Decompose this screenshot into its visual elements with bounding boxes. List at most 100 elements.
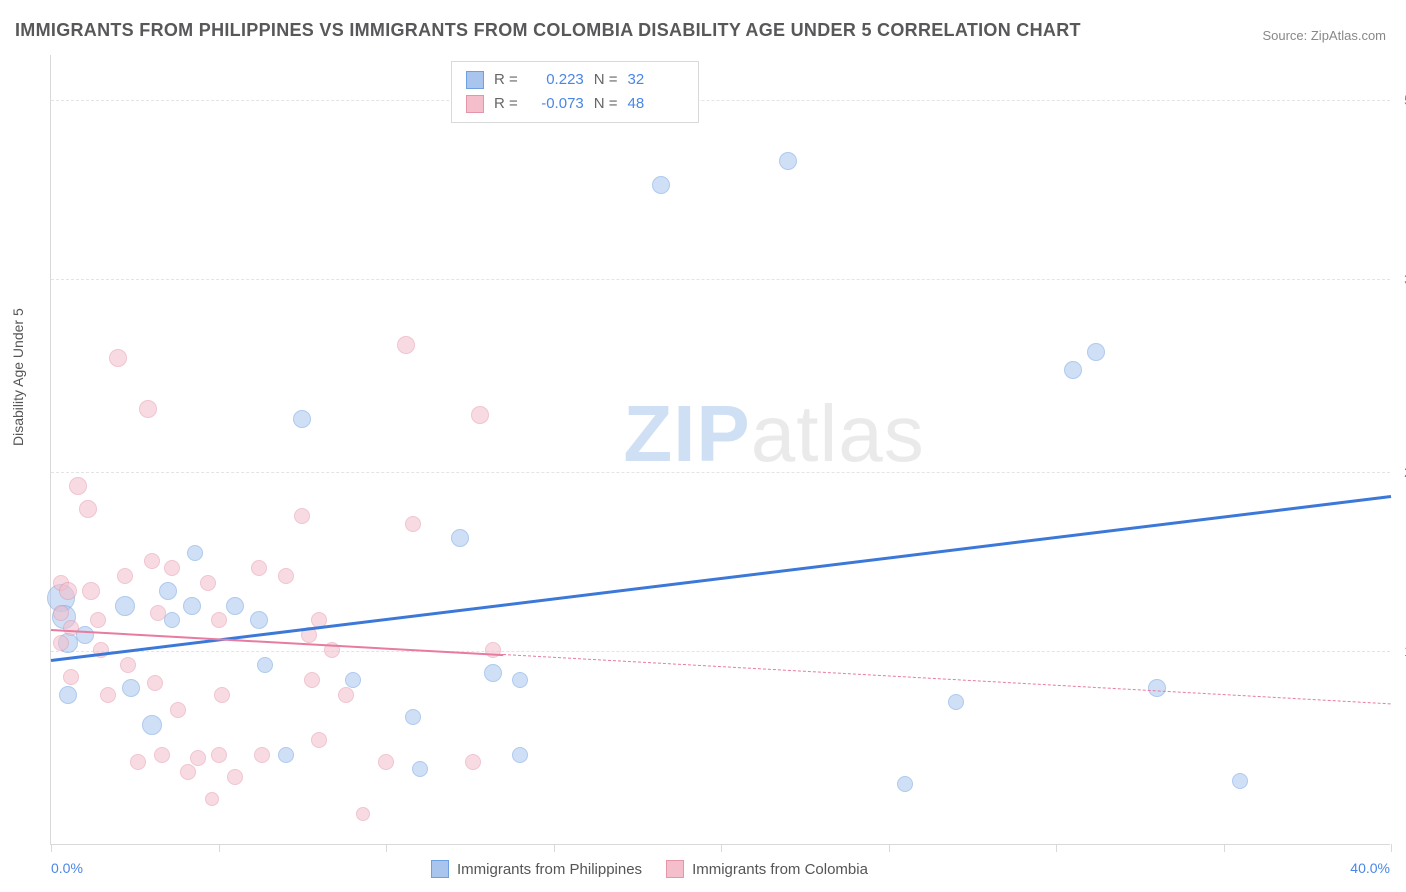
scatter-point-colombia: [294, 508, 310, 524]
r-label: R =: [494, 68, 518, 92]
y-tick-label: 3.8%: [1402, 271, 1406, 287]
scatter-point-colombia: [338, 687, 354, 703]
scatter-point-philippines: [652, 176, 670, 194]
scatter-point-philippines: [122, 679, 140, 697]
scatter-point-colombia: [465, 754, 481, 770]
x-tick: [51, 844, 52, 852]
scatter-point-philippines: [345, 672, 361, 688]
scatter-point-colombia: [147, 675, 163, 691]
x-tick: [219, 844, 220, 852]
scatter-point-philippines: [1064, 361, 1082, 379]
legend-row-colombia: R = -0.073 N = 48: [466, 92, 684, 116]
n-label: N =: [594, 68, 618, 92]
scatter-point-colombia: [79, 500, 97, 518]
scatter-point-colombia: [200, 575, 216, 591]
swatch-colombia: [466, 95, 484, 113]
scatter-point-philippines: [1087, 343, 1105, 361]
scatter-point-philippines: [405, 709, 421, 725]
r-label: R =: [494, 92, 518, 116]
scatter-point-philippines: [257, 657, 273, 673]
scatter-point-colombia: [311, 732, 327, 748]
gridline: [51, 651, 1390, 652]
scatter-point-philippines: [412, 761, 428, 777]
scatter-point-colombia: [130, 754, 146, 770]
scatter-point-colombia: [63, 669, 79, 685]
scatter-point-colombia: [356, 807, 370, 821]
scatter-point-colombia: [82, 582, 100, 600]
scatter-point-philippines: [183, 597, 201, 615]
swatch-philippines: [431, 860, 449, 878]
scatter-point-colombia: [53, 605, 69, 621]
scatter-point-colombia: [120, 657, 136, 673]
x-axis-max-label: 40.0%: [1350, 860, 1390, 876]
legend-item-philippines: Immigrants from Philippines: [431, 860, 642, 878]
scatter-point-colombia: [59, 582, 77, 600]
scatter-point-colombia: [254, 747, 270, 763]
legend-label-colombia: Immigrants from Colombia: [692, 861, 868, 878]
scatter-point-colombia: [90, 612, 106, 628]
swatch-philippines: [466, 71, 484, 89]
scatter-point-colombia: [397, 336, 415, 354]
scatter-point-philippines: [59, 686, 77, 704]
scatter-point-philippines: [451, 529, 469, 547]
correlation-legend: R = 0.223 N = 32 R = -0.073 N = 48: [451, 61, 699, 123]
r-value-colombia: -0.073: [528, 92, 584, 116]
x-tick: [1224, 844, 1225, 852]
scatter-point-philippines: [484, 664, 502, 682]
r-value-philippines: 0.223: [528, 68, 584, 92]
y-axis-title: Disability Age Under 5: [10, 308, 26, 446]
scatter-point-philippines: [779, 152, 797, 170]
scatter-point-colombia: [150, 605, 166, 621]
scatter-point-colombia: [63, 620, 79, 636]
scatter-point-colombia: [211, 612, 227, 628]
scatter-point-colombia: [100, 687, 116, 703]
scatter-point-colombia: [205, 792, 219, 806]
scatter-point-colombia: [53, 635, 69, 651]
scatter-point-philippines: [142, 715, 162, 735]
scatter-point-colombia: [69, 477, 87, 495]
watermark: ZIPatlas: [623, 388, 924, 480]
x-tick: [1391, 844, 1392, 852]
n-value-philippines: 32: [628, 68, 684, 92]
n-label: N =: [594, 92, 618, 116]
trend-line-colombia-extrapolated: [503, 654, 1391, 704]
scatter-point-colombia: [251, 560, 267, 576]
scatter-point-philippines: [278, 747, 294, 763]
y-tick-label: 1.3%: [1402, 643, 1406, 659]
scatter-point-colombia: [154, 747, 170, 763]
scatter-point-colombia: [378, 754, 394, 770]
scatter-point-colombia: [471, 406, 489, 424]
trend-line-philippines: [51, 495, 1391, 662]
scatter-point-philippines: [512, 747, 528, 763]
scatter-point-colombia: [117, 568, 133, 584]
gridline: [51, 472, 1390, 473]
source-attribution: Source: ZipAtlas.com: [1262, 28, 1386, 43]
scatter-point-philippines: [1232, 773, 1248, 789]
y-tick-label: 2.5%: [1402, 464, 1406, 480]
scatter-point-colombia: [278, 568, 294, 584]
x-tick: [1056, 844, 1057, 852]
scatter-point-colombia: [109, 349, 127, 367]
y-tick-label: 5.0%: [1402, 92, 1406, 108]
scatter-point-colombia: [144, 553, 160, 569]
scatter-point-philippines: [1148, 679, 1166, 697]
scatter-point-colombia: [227, 769, 243, 785]
legend-item-colombia: Immigrants from Colombia: [666, 860, 868, 878]
scatter-point-philippines: [250, 611, 268, 629]
n-value-colombia: 48: [628, 92, 684, 116]
legend-label-philippines: Immigrants from Philippines: [457, 861, 642, 878]
gridline: [51, 279, 1390, 280]
scatter-point-colombia: [180, 764, 196, 780]
series-legend: Immigrants from Philippines Immigrants f…: [431, 860, 868, 878]
x-tick: [889, 844, 890, 852]
scatter-point-philippines: [187, 545, 203, 561]
plot-area: ZIPatlas 1.3%2.5%3.8%5.0% 0.0% 40.0% R =…: [50, 55, 1390, 845]
scatter-point-colombia: [214, 687, 230, 703]
chart-title: IMMIGRANTS FROM PHILIPPINES VS IMMIGRANT…: [15, 20, 1081, 41]
scatter-point-philippines: [948, 694, 964, 710]
scatter-point-philippines: [159, 582, 177, 600]
scatter-point-colombia: [190, 750, 206, 766]
scatter-point-philippines: [226, 597, 244, 615]
scatter-point-colombia: [211, 747, 227, 763]
scatter-point-colombia: [139, 400, 157, 418]
